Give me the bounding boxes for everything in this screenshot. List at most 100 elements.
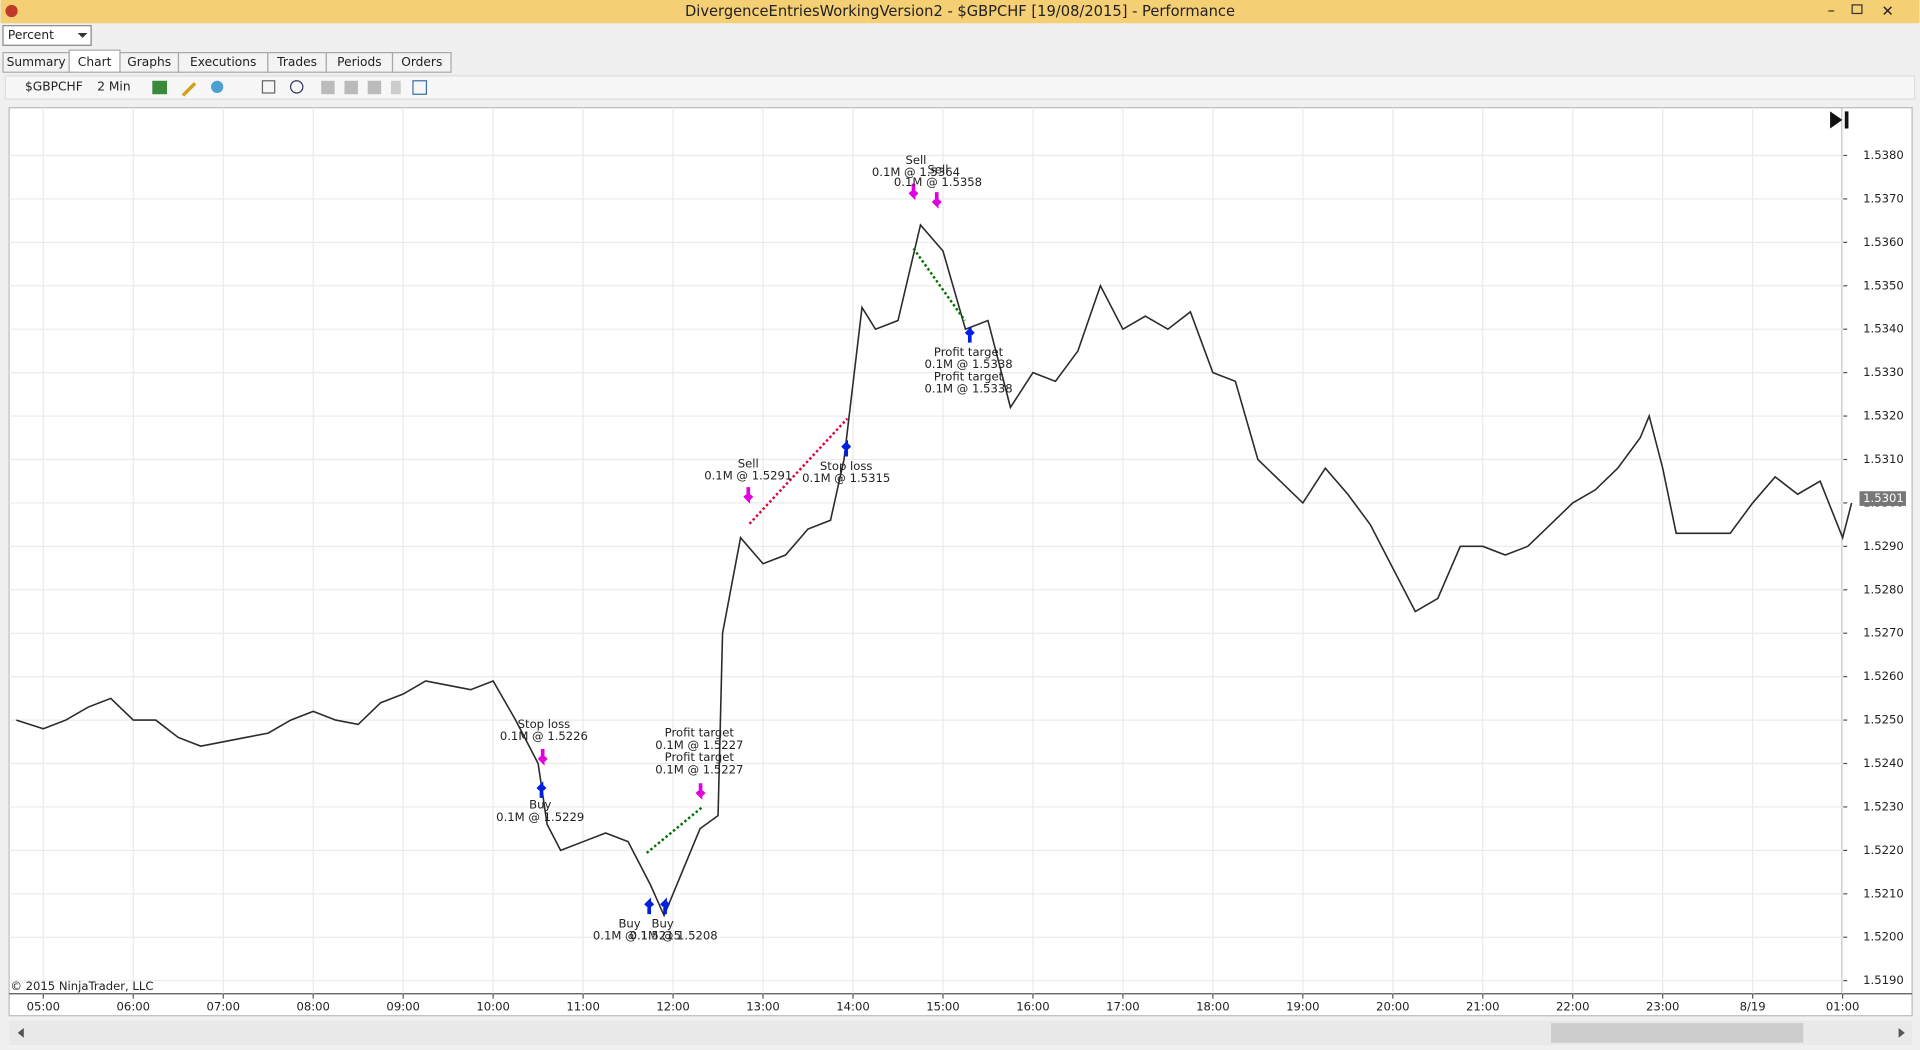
y-tick-label: 1.5210: [1863, 886, 1904, 900]
x-tick-label: 11:00: [566, 1000, 599, 1014]
trade-markers: [536, 183, 975, 915]
scrollbar-thumb[interactable]: [1551, 1023, 1804, 1043]
trade-label: Stop loss: [518, 717, 571, 731]
view-dropdown-label: Percent: [8, 28, 54, 42]
trade-label: Profit target: [665, 750, 735, 764]
y-tick-label: 1.5200: [1863, 930, 1904, 944]
tab-label: Periods: [337, 55, 381, 69]
trade-label: Buy: [529, 798, 551, 812]
x-tick-label: 09:00: [386, 1000, 419, 1014]
price-line: [16, 223, 1853, 918]
y-tick-label: 1.5190: [1863, 973, 1904, 987]
chart-toolbar: [4, 75, 1916, 100]
trade-label: Buy: [652, 916, 674, 930]
x-tick-label: 8/19: [1740, 1000, 1766, 1014]
x-tick-label: 08:00: [296, 1000, 329, 1014]
trade-label: 0.1M @ 1.5338: [925, 357, 1013, 371]
trade-label: Stop loss: [820, 459, 873, 473]
cursor-button[interactable]: [261, 80, 276, 94]
x-tick-label: 01:00: [1826, 1000, 1859, 1014]
x-tick-label: 16:00: [1016, 1000, 1049, 1014]
cover-arrow: [841, 439, 852, 457]
x-tick-label: 14:00: [836, 1000, 869, 1014]
trade-label: Profit target: [934, 345, 1004, 359]
tab-label: Orders: [401, 55, 442, 69]
data-box-button[interactable]: [390, 80, 401, 95]
properties-button[interactable]: [321, 80, 335, 95]
y-tick-label: 1.5240: [1863, 756, 1904, 770]
x-tick-label: 15:00: [926, 1000, 959, 1014]
trade-labels: Sell 0.1M @ 1.5364 Sell 0.1M @ 1.5358 Pr…: [496, 153, 1012, 943]
y-tick-label: 1.5360: [1863, 235, 1904, 249]
tab-label: Chart: [78, 55, 112, 69]
x-tick-label: 17:00: [1106, 1000, 1139, 1014]
scroll-end-button[interactable]: [1830, 111, 1849, 129]
panel-button[interactable]: [412, 80, 428, 95]
y-tick-label: 1.5250: [1863, 713, 1904, 727]
x-tick-label: 13:00: [746, 1000, 779, 1014]
y-tick-label: 1.5270: [1863, 626, 1904, 640]
snapshot-button[interactable]: [367, 80, 382, 95]
trade-label: 0.1M @ 1.5338: [925, 382, 1013, 396]
trade-label: 0.1M @ 1.5215: [593, 929, 681, 943]
trade-label: Sell: [927, 163, 948, 177]
x-tick-label: 23:00: [1646, 1000, 1679, 1014]
sell-arrow: [908, 183, 919, 201]
y-tick-label: 1.5310: [1863, 452, 1904, 466]
minimize-button[interactable]: –: [1828, 2, 1835, 19]
trade-label: 0.1M @ 1.5208: [630, 929, 718, 943]
y-tick-label: 1.5350: [1863, 278, 1904, 292]
tab[interactable]: [391, 52, 452, 73]
trade-label: 0.1M @ 1.5291: [704, 469, 792, 483]
draw-tool-button[interactable]: [181, 81, 197, 97]
y-tick-label: 1.5230: [1863, 799, 1904, 813]
last-price-label: 1.5301: [1863, 491, 1904, 505]
chart-style-button[interactable]: [152, 80, 167, 95]
app-icon: [5, 4, 18, 18]
instrument-select[interactable]: $GBPCHF: [25, 79, 83, 93]
close-button[interactable]: ✕: [1881, 3, 1893, 20]
x-tick-label: 20:00: [1376, 1000, 1409, 1014]
trade-label: 0.1M @ 1.5315: [802, 471, 890, 485]
sell-arrow: [743, 487, 754, 504]
trade-label: 0.1M @ 1.5227: [655, 738, 743, 752]
template-button[interactable]: [344, 80, 358, 95]
y-tick-label: 1.5380: [1863, 148, 1904, 162]
x-tick-label: 19:00: [1286, 1000, 1319, 1014]
buy-arrow: [536, 781, 547, 798]
view-dropdown[interactable]: [2, 25, 92, 46]
x-tick-label: 05:00: [27, 1000, 60, 1014]
restore-button[interactable]: [1851, 4, 1863, 15]
trade-label: Buy: [618, 916, 640, 930]
last-price-box: [1859, 491, 1906, 506]
trade-label: Sell: [738, 456, 759, 470]
trade-line: [912, 247, 966, 322]
y-tick-label: 1.5330: [1863, 365, 1904, 379]
chart-panel: [8, 107, 1913, 1017]
tab-label: Graphs: [127, 55, 171, 69]
y-tick-label: 1.5260: [1863, 669, 1904, 683]
tab-label: Executions: [190, 55, 256, 69]
cover-arrow: [964, 325, 975, 343]
dropdown-arrow: [77, 33, 88, 38]
x-tick-label: 06:00: [117, 1000, 150, 1014]
zoom-button[interactable]: [289, 80, 304, 94]
y-tick-label: 1.5280: [1863, 582, 1904, 596]
title-bar: [0, 0, 1920, 24]
trade-label: Sell: [905, 153, 926, 167]
trade-label: Profit target: [665, 726, 735, 740]
y-tick-label: 1.5340: [1863, 322, 1904, 336]
copyright: © 2015 NinjaTrader, LLC: [10, 979, 153, 993]
indicator-button[interactable]: [211, 80, 224, 94]
x-tick-label: 21:00: [1466, 1000, 1499, 1014]
trade-label: 0.1M @ 1.5226: [500, 729, 588, 743]
trade-line: [748, 417, 849, 525]
interval-select[interactable]: 2 Min: [97, 79, 130, 93]
exit-arrow: [695, 783, 706, 800]
y-tick-label: 1.5220: [1863, 843, 1904, 857]
buy-arrow: [660, 897, 671, 915]
trade-label: 0.1M @ 1.5364: [872, 165, 960, 179]
tab-label: Trades: [276, 55, 317, 69]
x-tick-label: 22:00: [1556, 1000, 1589, 1014]
